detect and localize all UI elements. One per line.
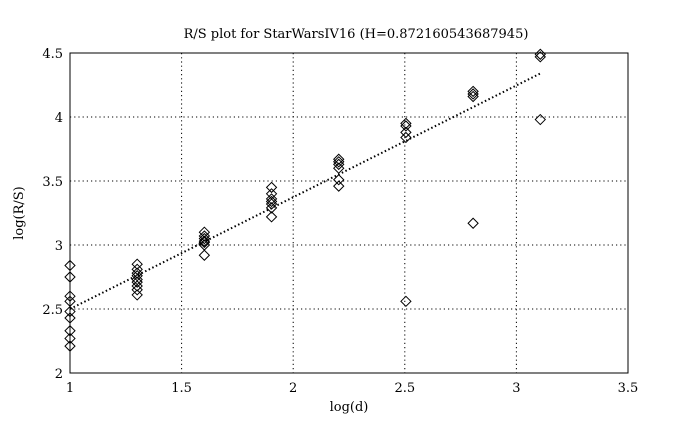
data-point	[64, 259, 76, 272]
data-point	[64, 340, 76, 352]
data-point	[400, 117, 412, 130]
data-point	[198, 232, 211, 245]
x-tick-label: 1.5	[171, 381, 192, 396]
data-point	[131, 289, 143, 301]
grid-lines	[70, 53, 628, 373]
y-tick-label: 4	[55, 111, 63, 126]
data-point	[400, 295, 412, 308]
y-tick-label: 2.5	[42, 303, 63, 318]
data-point	[64, 290, 76, 302]
x-tick-labels: 1 1.5 2 2.5 3 3.5	[66, 381, 638, 396]
data-point	[198, 236, 211, 249]
data-points	[64, 48, 546, 352]
data-point	[534, 48, 546, 60]
x-tick-label: 3.5	[618, 381, 639, 396]
x-tick-label: 2.5	[394, 381, 415, 396]
plot-frame	[69, 52, 629, 374]
data-point	[198, 230, 211, 242]
data-point	[64, 325, 76, 337]
x-tick-label: 2	[289, 381, 297, 396]
data-point	[64, 332, 76, 345]
data-point	[131, 284, 143, 296]
data-point	[64, 312, 76, 324]
data-point	[265, 202, 278, 214]
chart-title: R/S plot for StarWarsIV16 (H=0.872160543…	[184, 27, 529, 42]
data-point	[333, 180, 345, 192]
data-point	[265, 211, 278, 223]
y-tick-label: 4.5	[42, 47, 63, 62]
data-point	[131, 267, 143, 279]
data-point	[131, 280, 143, 292]
data-point	[333, 156, 345, 168]
data-point	[333, 158, 345, 171]
data-point	[467, 85, 479, 98]
data-point	[400, 126, 412, 139]
x-tick-label: 1	[66, 381, 74, 396]
data-point	[265, 195, 278, 208]
data-point	[400, 131, 412, 144]
data-point	[198, 235, 211, 247]
data-point	[400, 120, 412, 132]
data-point	[333, 162, 345, 174]
data-point	[265, 193, 278, 205]
data-point	[131, 258, 143, 270]
data-point	[265, 198, 278, 210]
data-point	[467, 88, 479, 100]
data-point	[333, 153, 345, 165]
data-point	[333, 174, 345, 186]
data-point	[64, 305, 76, 318]
data-point	[467, 217, 479, 229]
y-tick-label: 3.5	[42, 175, 63, 190]
x-tick-label: 3	[512, 381, 520, 396]
data-point	[131, 276, 143, 288]
data-point	[534, 51, 546, 63]
data-point	[265, 181, 278, 194]
data-point	[467, 90, 479, 103]
y-axis-label: log(R/S)	[12, 186, 27, 240]
data-point	[534, 113, 546, 126]
y-tick-label: 3	[55, 239, 63, 254]
x-axis-label: log(d)	[330, 400, 369, 415]
y-tick-labels: 2 2.5 3 3.5 4 4.5	[42, 47, 63, 382]
data-point	[64, 271, 76, 283]
y-tick-label: 2	[55, 367, 63, 382]
data-point	[198, 249, 211, 261]
